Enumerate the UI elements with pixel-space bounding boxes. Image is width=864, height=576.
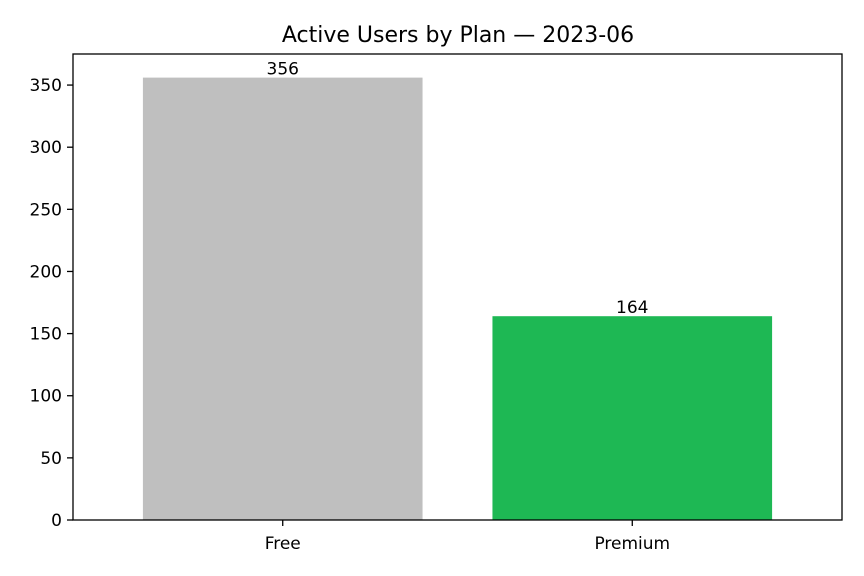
y-tick-label-50: 50 [40, 449, 62, 469]
bar-premium [492, 316, 773, 520]
y-tick-label-350: 350 [30, 76, 62, 96]
y-tick-label-200: 200 [30, 262, 62, 282]
y-tick-label-300: 300 [30, 138, 62, 158]
y-tick-label-250: 250 [30, 200, 62, 220]
y-axis: 0 50 100 150 200 250 300 350 [30, 76, 73, 531]
y-tick-label-100: 100 [30, 387, 62, 407]
x-tick-label-free: Free [265, 534, 301, 554]
chart-title: Active Users by Plan — 2023-06 [282, 23, 634, 48]
y-tick-label-150: 150 [30, 325, 62, 345]
plot-frame [72, 53, 843, 521]
x-axis: Free Premium [265, 520, 670, 554]
data-label-free: 356 [267, 60, 299, 80]
bar-free [142, 77, 423, 521]
data-labels-layer: 356 164 [267, 60, 649, 319]
bars-layer [142, 77, 773, 521]
x-tick-label-premium: Premium [594, 534, 670, 554]
y-tick-label-0: 0 [51, 511, 62, 531]
data-label-premium: 164 [616, 298, 648, 318]
